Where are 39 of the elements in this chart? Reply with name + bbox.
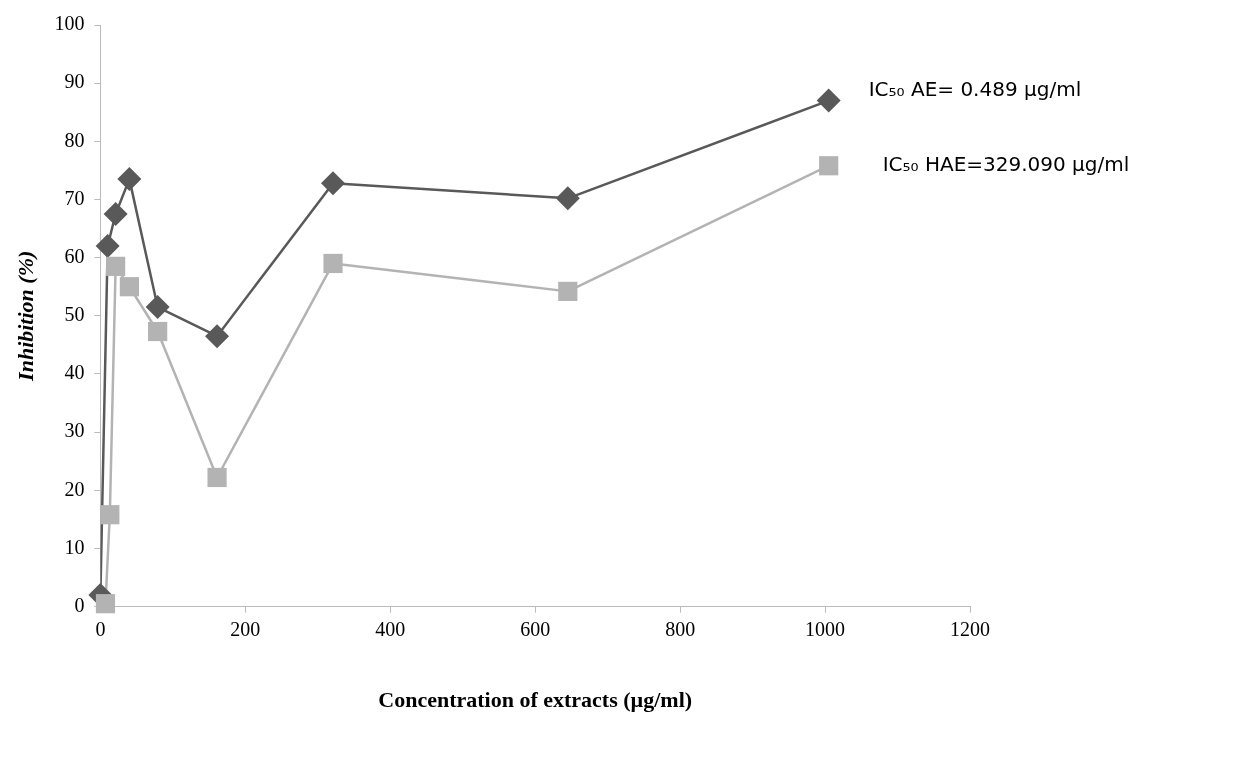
point <box>117 167 142 192</box>
y-tick-label: 20 <box>64 477 85 500</box>
point <box>819 156 839 176</box>
point <box>145 295 170 320</box>
point <box>106 256 126 276</box>
point <box>205 324 230 349</box>
point <box>816 88 841 113</box>
y-tick-label: 60 <box>64 244 85 267</box>
y-tick-label: 10 <box>64 535 85 558</box>
point <box>321 171 346 196</box>
text: IC₅₀ HAE=329.090 µg/ml <box>882 151 1130 176</box>
y-tick-label: 0 <box>74 593 85 616</box>
point <box>95 234 120 259</box>
point <box>207 467 227 488</box>
point <box>100 505 120 525</box>
y-tick-label: 100 <box>54 12 85 35</box>
point <box>103 202 128 227</box>
point <box>148 321 168 342</box>
point <box>95 594 116 614</box>
y-tick-label: 90 <box>64 70 85 93</box>
point <box>555 186 580 211</box>
x-tick-label: 200 <box>230 617 261 640</box>
y-axis-title: Inhibition (%) <box>12 250 38 382</box>
point <box>558 281 578 301</box>
y-tick-label: 40 <box>64 361 85 384</box>
y-tick-label: 50 <box>64 303 85 326</box>
x-tick-label: 400 <box>375 617 406 640</box>
x-tick-label: 1200 <box>950 617 990 640</box>
x-tick-label: 800 <box>665 617 696 640</box>
y-tick-label: 30 <box>64 419 85 442</box>
x-tick-label: 1000 <box>805 617 846 640</box>
x-tick-label: 600 <box>520 617 551 640</box>
series-label: IC₅₀ AE= 0.489 µg/ml <box>868 76 1082 101</box>
point <box>323 253 343 274</box>
y-tick-label: 70 <box>64 186 85 209</box>
y-tick-label: 80 <box>64 128 85 151</box>
x-axis-title: Concentration of extracts (µg/ml) <box>378 687 693 713</box>
x-tick-label: 0 <box>95 617 106 640</box>
point <box>119 277 139 297</box>
